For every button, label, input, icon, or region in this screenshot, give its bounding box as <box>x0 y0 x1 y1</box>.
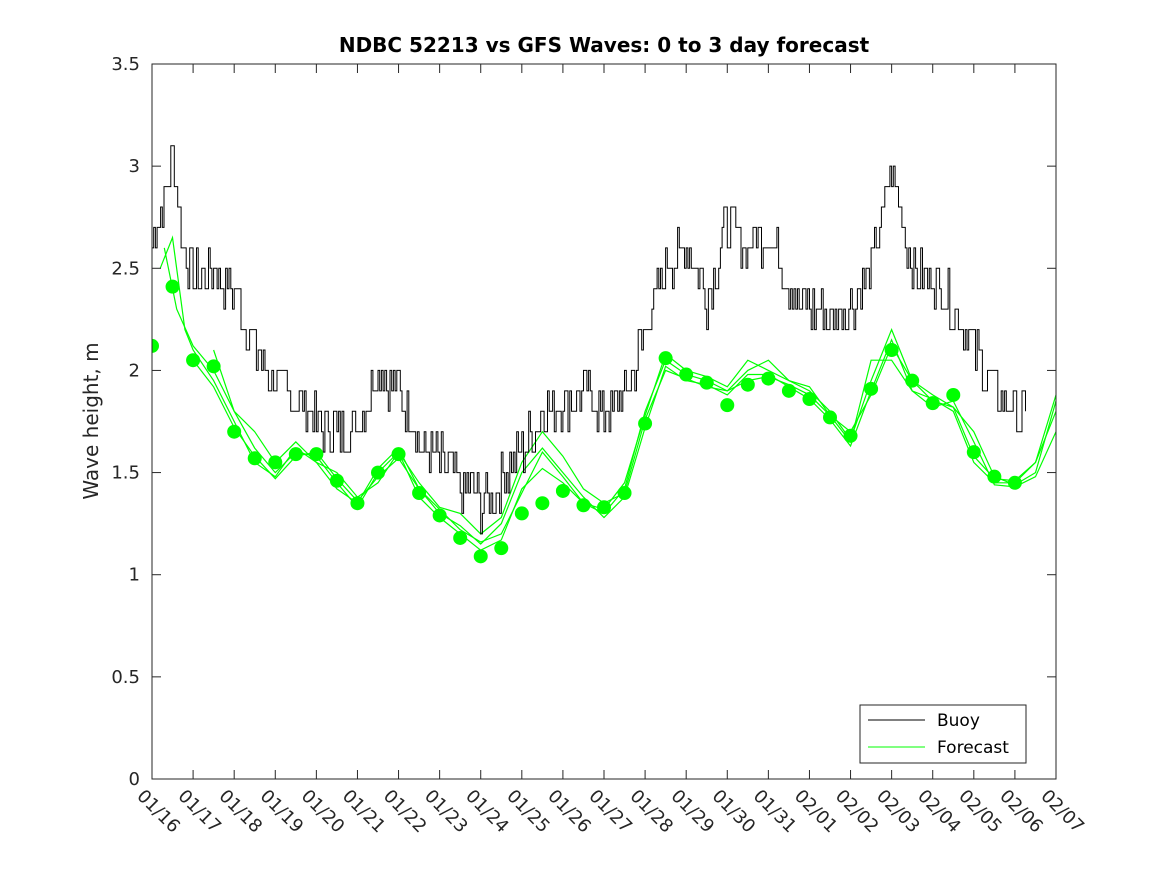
legend: Buoy Forecast <box>859 704 1027 764</box>
forecast-point <box>905 373 920 388</box>
forecast-point <box>152 338 159 353</box>
forecast-point <box>843 428 858 443</box>
forecast-point <box>617 486 632 500</box>
legend-forecast-label: Forecast <box>937 738 1009 758</box>
forecast-point <box>576 498 591 513</box>
forecast-point <box>473 549 488 564</box>
forecast-point <box>268 455 283 470</box>
forecast-point <box>946 387 961 402</box>
legend-buoy-label: Buoy <box>937 711 980 731</box>
legend-box <box>859 704 1027 764</box>
y-tick-label: 1 <box>129 565 140 586</box>
forecast-point <box>350 496 365 511</box>
buoy-line <box>152 145 1026 535</box>
forecast-point <box>699 375 714 390</box>
y-tick-label: 2 <box>129 360 140 381</box>
forecast-point <box>227 424 242 439</box>
forecast-point <box>987 469 1002 484</box>
forecast-point <box>412 486 427 500</box>
forecast-point <box>802 392 817 407</box>
forecast-point <box>247 451 262 466</box>
forecast-point <box>597 500 611 515</box>
y-tick-label: 3.5 <box>111 54 140 75</box>
forecast-point <box>371 465 385 480</box>
chart-title: NDBC 52213 vs GFS Waves: 0 to 3 day fore… <box>339 33 870 57</box>
y-tick-label: 1.5 <box>111 463 140 484</box>
y-tick-label: 0 <box>129 769 140 790</box>
y-tick-label: 3 <box>129 156 140 177</box>
forecast-point <box>864 381 879 396</box>
forecast-point <box>432 508 447 523</box>
forecast-point <box>761 371 776 386</box>
forecast-point <box>535 496 550 511</box>
forecast-point <box>514 506 529 521</box>
forecast-point <box>453 530 468 545</box>
y-tick-label: 0.5 <box>111 667 140 688</box>
forecast-point <box>1007 475 1022 490</box>
forecast-point <box>638 416 653 431</box>
forecast-point <box>391 447 406 462</box>
forecast-point <box>823 410 837 425</box>
forecast-point <box>884 343 899 357</box>
forecast-point <box>720 398 735 413</box>
forecast-point <box>329 473 344 488</box>
forecast-point <box>288 447 303 462</box>
forecast-point <box>658 351 673 366</box>
forecast-point <box>925 396 940 411</box>
forecast-point <box>555 483 570 498</box>
forecast-point <box>966 445 981 460</box>
forecast-point <box>494 541 509 556</box>
forecast-point <box>309 447 324 462</box>
forecast-point <box>186 353 201 368</box>
y-tick-label: 2.5 <box>111 258 140 279</box>
forecast-point <box>740 377 755 392</box>
forecast-point <box>781 383 796 398</box>
forecast-point <box>679 367 694 382</box>
forecast-point <box>165 279 180 294</box>
forecast-point <box>206 359 221 374</box>
y-axis-label: Wave height, m <box>79 342 103 499</box>
